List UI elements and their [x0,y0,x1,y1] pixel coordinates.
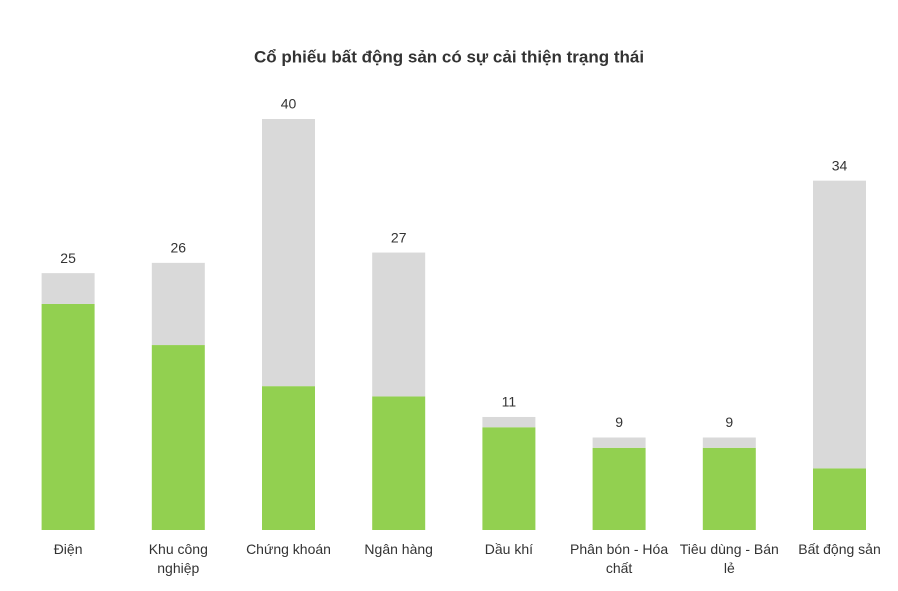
x-tick-label: Chứng khoán [246,541,331,557]
total-label: 9 [725,414,733,430]
bar-segment [151,262,205,346]
bar-segment [702,447,756,530]
total-label: 27 [391,229,407,245]
total-label: 34 [832,157,848,173]
bar-segment [813,180,866,469]
total-label: 25 [60,250,76,266]
x-tick-label: Khu công nghiệp [148,541,208,576]
bar-segment [813,468,866,530]
bar-segment [482,427,536,530]
total-label: 40 [281,96,297,112]
bar-segment [41,303,95,530]
x-tick-label: Bất động sản [798,541,881,557]
bar-segment [262,119,315,387]
total-label: 11 [502,394,517,410]
x-tick-label: Dầu khí [484,541,534,557]
bar-segment [592,447,646,530]
bar-segment [702,437,756,448]
total-label: 26 [171,240,187,256]
total-label: 9 [615,414,623,430]
x-tick-label: Phân bón - Hóa chất [570,541,669,576]
bar-segment [151,345,205,530]
bar-segment [372,396,426,530]
chart-title: Cổ phiếu bất động sản có sự cải thiện tr… [254,47,644,66]
bar-segment [262,386,315,530]
x-tick-label: Điện [53,541,83,557]
bar-segment [592,437,646,448]
x-tick-label: Tiêu dùng - Bán lẻ [679,541,779,576]
bar-segment [482,416,536,428]
bar-segment [41,273,95,304]
bar-segment [372,252,426,397]
x-tick-label: Ngân hàng [364,541,433,557]
